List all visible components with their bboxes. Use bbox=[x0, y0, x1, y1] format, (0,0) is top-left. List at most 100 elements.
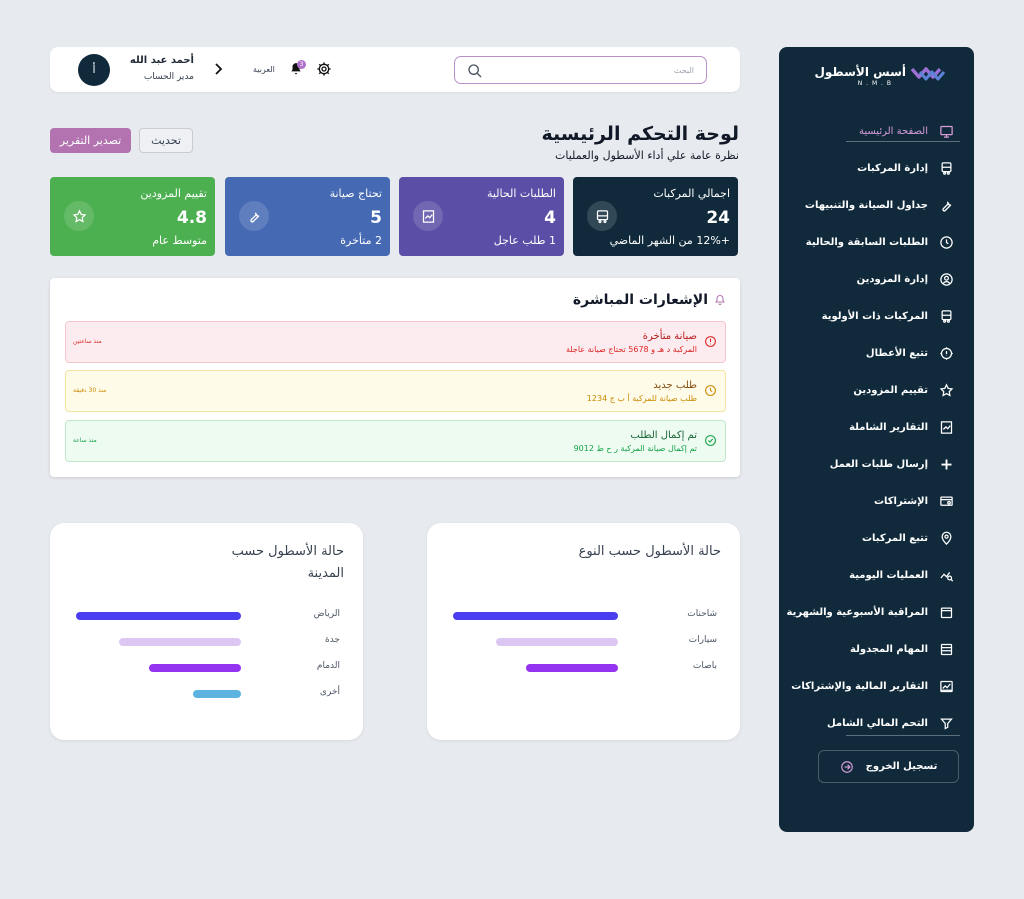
logout-label: تسجيل الخروج bbox=[865, 761, 938, 772]
language-switch[interactable]: العربية bbox=[253, 65, 275, 74]
sidebar-item-label: الإشتراكات bbox=[873, 496, 928, 507]
sidebar-item-4[interactable]: إدارة المزودين bbox=[779, 261, 974, 298]
stat-card-maintenance[interactable]: تحتاج صيانة 5 2 متأخرة bbox=[225, 177, 390, 256]
sidebar-item-label: المهام المجدولة bbox=[850, 644, 928, 655]
stat-card-total-vehicles[interactable]: اجمالي المركبات 24 +12% من الشهر الماضي bbox=[573, 177, 738, 256]
search-input[interactable]: البحث bbox=[454, 56, 707, 84]
sidebar-item-9[interactable]: إرسال طلبات العمل bbox=[779, 446, 974, 483]
sidebar-item-1[interactable]: إدارة المركبات bbox=[779, 150, 974, 187]
sidebar-item-label: تتبع المركبات bbox=[861, 533, 928, 544]
sidebar-item-14[interactable]: المهام المجدولة bbox=[779, 631, 974, 668]
bar-fill bbox=[496, 638, 618, 646]
stat-value: 5 bbox=[370, 208, 382, 228]
stat-note: 2 متأخرة bbox=[340, 234, 382, 247]
bar-fill bbox=[526, 664, 618, 672]
sidebar-item-7[interactable]: تقييم المزودين bbox=[779, 372, 974, 409]
user-name: أحمد عبد الله bbox=[129, 55, 194, 66]
sidebar-item-6[interactable]: تتبع الأعطال bbox=[779, 335, 974, 372]
check-circle-icon bbox=[705, 435, 716, 446]
stat-value: 4.8 bbox=[176, 208, 207, 228]
bar-label: باصات bbox=[692, 661, 717, 671]
chart-file-icon bbox=[938, 420, 954, 436]
gear-icon[interactable] bbox=[316, 61, 332, 77]
sidebar-item-label: تقييم المزودين bbox=[853, 385, 928, 396]
refresh-button[interactable]: تحديث bbox=[139, 128, 193, 153]
sidebar-nav: الصفحة الرئيسية إدارة المركبات جداول الصيا… bbox=[779, 113, 974, 742]
sidebar-item-5[interactable]: المركبات ذات الأولوية bbox=[779, 298, 974, 335]
bus-icon bbox=[938, 161, 954, 177]
star-icon bbox=[64, 201, 94, 231]
wrench-icon bbox=[239, 201, 269, 231]
bar-row: الرياض bbox=[50, 609, 363, 622]
notification-badge: 3 bbox=[297, 60, 306, 69]
sidebar-item-0[interactable]: الصفحة الرئيسية bbox=[779, 113, 974, 150]
sidebar-item-label: الصفحة الرئيسية bbox=[859, 126, 928, 137]
chevron-right-icon[interactable] bbox=[212, 62, 224, 76]
bar-label: شاحنات bbox=[687, 609, 717, 619]
sidebar-item-12[interactable]: العمليات اليومية bbox=[779, 557, 974, 594]
top-header: أ أحمد عبد الله مدير الحساب العربية 3 ال… bbox=[50, 47, 740, 92]
sidebar-item-3[interactable]: الطلبات السابقة والحالية bbox=[779, 224, 974, 261]
clock-icon bbox=[705, 385, 716, 396]
star-icon bbox=[938, 383, 954, 399]
sidebar-item-10[interactable]: الإشتراكات bbox=[779, 483, 974, 520]
stat-note: متوسط عام bbox=[152, 234, 207, 247]
stat-card-provider-rating[interactable]: تقييم المزودين 4.8 متوسط عام bbox=[50, 177, 215, 256]
stat-label: تقييم المزودين bbox=[140, 187, 207, 200]
bus-icon bbox=[587, 201, 617, 231]
notification-item-warning[interactable]: طلب جديد طلب صيانة للمركبة أ ب ج 1234 من… bbox=[65, 370, 726, 412]
search-icon bbox=[468, 64, 482, 78]
bar-label: الرياض bbox=[313, 609, 340, 619]
bar-row: سيارات bbox=[427, 635, 740, 648]
sidebar-item-16[interactable]: التحم المالي الشامل bbox=[779, 705, 974, 742]
fleet-by-city-title: حالة الأسطول حسب المدينة bbox=[231, 544, 344, 581]
bar-label: جدة bbox=[324, 635, 340, 645]
plus-icon bbox=[938, 457, 954, 473]
bar-fill bbox=[193, 690, 241, 698]
sidebar-item-13[interactable]: المراقبة الأسبوعية والشهرية bbox=[779, 594, 974, 631]
fleet-by-type-panel: حالة الأسطول حسب النوع شاحنات سيارات باصات bbox=[427, 523, 740, 740]
stat-note: 1 طلب عاجل bbox=[493, 234, 556, 247]
bar-row: جدة bbox=[50, 635, 363, 648]
notification-item-success[interactable]: تم إكمال الطلب تم إكمال صيانة المركبة ر … bbox=[65, 420, 726, 462]
sidebar-item-15[interactable]: التقارير المالية والإشتراكات bbox=[779, 668, 974, 705]
sidebar-item-label: التحم المالي الشامل bbox=[826, 718, 928, 729]
search-placeholder: البحث bbox=[673, 66, 694, 75]
user-role: مدير الحساب bbox=[143, 72, 194, 82]
bar-row: شاحنات bbox=[427, 609, 740, 622]
sidebar-item-8[interactable]: التقارير الشاملة bbox=[779, 409, 974, 446]
sidebar-item-2[interactable]: جداول الصيانة والتنبيهات bbox=[779, 187, 974, 224]
bar-label: سيارات bbox=[688, 635, 717, 645]
sidebar-item-label: المراقبة الأسبوعية والشهرية bbox=[786, 607, 928, 618]
sidebar-item-label: إدارة المركبات bbox=[857, 163, 928, 174]
notification-item-error[interactable]: صيانة متأخرة المركبة د هـ و 5678 تحتاج ص… bbox=[65, 321, 726, 363]
export-report-button[interactable]: تصدير التقرير bbox=[50, 128, 131, 153]
stat-card-current-orders[interactable]: الطلبات الحالية 4 1 طلب عاجل bbox=[399, 177, 564, 256]
notification-time: منذ ساعة bbox=[73, 437, 97, 444]
stat-value: 4 bbox=[544, 208, 556, 228]
notifications-panel: الإشعارات المباشرة صيانة متأخرة المركبة … bbox=[50, 278, 740, 477]
monitor-icon bbox=[938, 124, 954, 140]
brand-name: أسس الأسطول bbox=[814, 65, 906, 79]
sidebar-item-11[interactable]: تتبع المركبات bbox=[779, 520, 974, 557]
wrench-icon bbox=[938, 198, 954, 214]
bar-fill bbox=[76, 612, 241, 620]
history-icon bbox=[938, 235, 954, 251]
stat-value: 24 bbox=[706, 208, 730, 228]
bus-icon bbox=[938, 309, 954, 325]
page-subtitle: نظرة عامة علي أداء الأسطول والعمليات bbox=[555, 149, 739, 162]
fleet-by-city-panel: حالة الأسطول حسب المدينة الرياض جدة الدمام… bbox=[50, 523, 363, 740]
notifications-title: الإشعارات المباشرة bbox=[572, 292, 708, 308]
logout-button[interactable]: تسجيل الخروج bbox=[818, 750, 959, 783]
sidebar-item-label: إدارة المزودين bbox=[856, 274, 928, 285]
sidebar-item-label: جداول الصيانة والتنبيهات bbox=[804, 200, 928, 211]
bell-outline-icon bbox=[715, 294, 725, 305]
notification-title: طلب جديد bbox=[653, 380, 697, 391]
avatar[interactable]: أ bbox=[78, 54, 110, 86]
bar-row: أخرى bbox=[50, 687, 363, 700]
filter-icon bbox=[938, 716, 954, 732]
bar-row: باصات bbox=[427, 661, 740, 674]
brand-logo[interactable]: أسس الأسطول N . M . B bbox=[790, 57, 960, 89]
alert-gear-icon bbox=[938, 346, 954, 362]
nav-divider bbox=[846, 735, 960, 736]
